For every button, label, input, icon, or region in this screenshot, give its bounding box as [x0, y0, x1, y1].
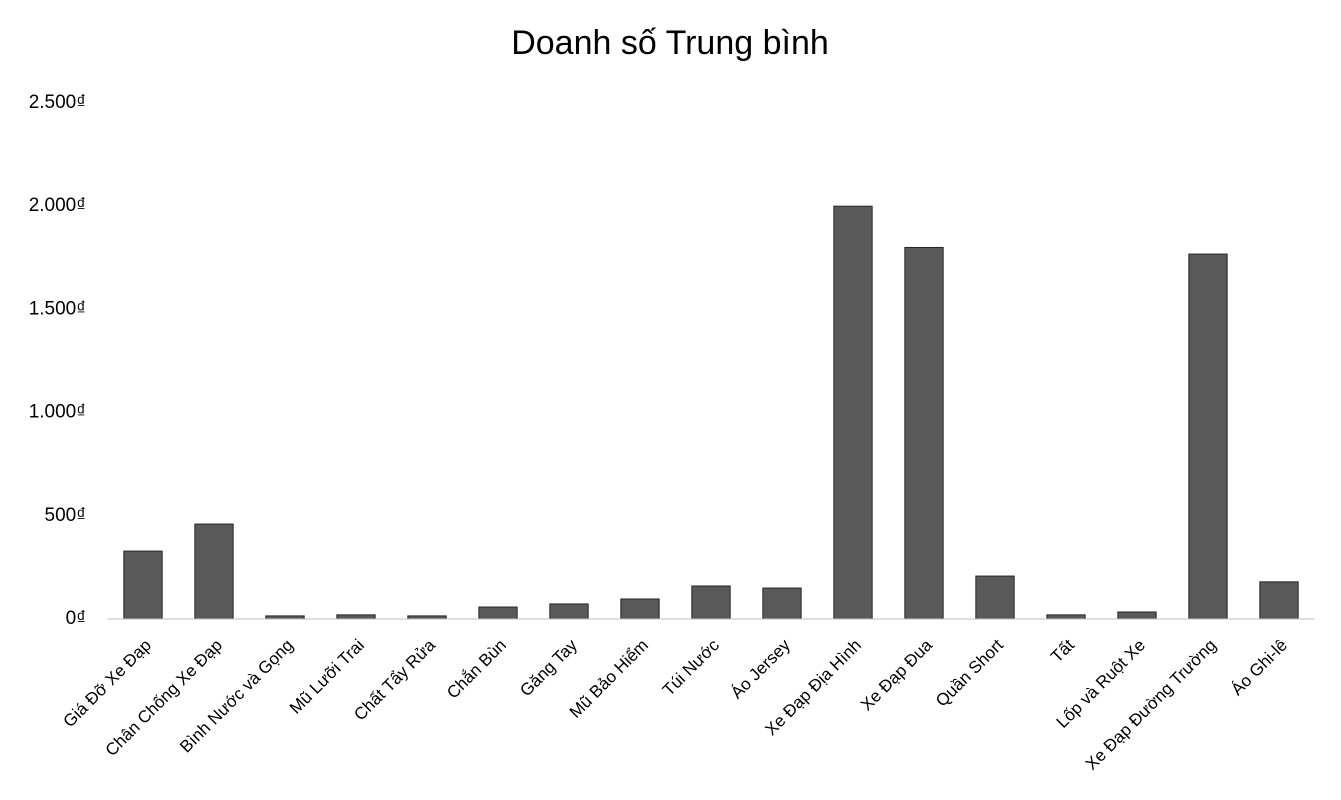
bar [194, 523, 234, 620]
bar [1188, 253, 1228, 620]
x-tick-label: Xe Đạp Đường Trường [1082, 636, 1220, 774]
y-tick-label: 1.000₫ [29, 402, 86, 423]
x-tick-label: Áo Jersey [727, 635, 794, 702]
x-tick-label: Chân Chống Xe Đạp [102, 636, 226, 760]
bar [549, 603, 589, 620]
x-tick-label: Túi Nước [659, 635, 723, 699]
y-tick-label: 1.500₫ [29, 298, 86, 319]
chart-title: Doanh số Trung bình [511, 24, 829, 62]
bar [904, 246, 944, 620]
bar [1259, 581, 1299, 620]
bar [975, 575, 1015, 620]
bar [1046, 614, 1086, 620]
bar [478, 606, 518, 620]
y-tick-label: 2.500₫ [29, 92, 86, 113]
bar [691, 585, 731, 620]
bar [336, 614, 376, 620]
y-tick-label: 0₫ [66, 608, 86, 629]
bar [620, 598, 660, 620]
x-tick-label: Tất [1047, 635, 1078, 666]
y-tick-label: 2.000₫ [29, 195, 86, 216]
x-tick-label: Xe Đạp Đua [857, 635, 936, 714]
x-tick-label: Áo Ghi-lê [1227, 636, 1291, 700]
bar [1117, 611, 1157, 620]
bar [762, 587, 802, 620]
bar [123, 550, 163, 620]
x-tick-label: Găng Tay [516, 635, 581, 700]
x-tick-label: Chắn Bùn [443, 636, 510, 703]
bar [833, 205, 873, 620]
x-tick-label: Quần Short [932, 635, 1007, 710]
y-tick-label: 500₫ [45, 505, 86, 526]
